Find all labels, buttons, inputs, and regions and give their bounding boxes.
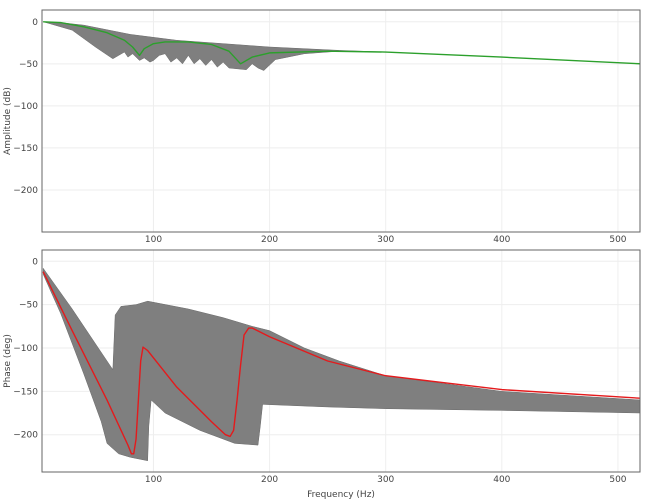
x-tick-label: 300: [377, 235, 394, 245]
phase-axis-label: Phase (deg): [3, 334, 13, 388]
y-tick-label: −150: [13, 387, 38, 397]
y-tick-label: −200: [13, 186, 38, 196]
x-tick-label: 400: [493, 475, 510, 485]
uncertainty-band: [43, 21, 640, 71]
x-tick-label: 200: [261, 235, 278, 245]
amplitude-plot: 100 200 300 400 500 0 −50 −100 −150 −200: [13, 9, 641, 245]
y-tick-label: −50: [19, 60, 38, 70]
y-tick-label: −200: [13, 431, 38, 441]
x-tick-label: 200: [261, 475, 278, 485]
x-tick-label: 500: [609, 475, 626, 485]
y-tick-label: 0: [32, 257, 38, 267]
response-line: [43, 21, 640, 65]
plot-frame: [41, 9, 641, 233]
x-tick-label: 100: [145, 475, 162, 485]
y-tick-label: 0: [32, 18, 38, 28]
y-tick-label: −100: [13, 344, 38, 354]
x-tick-label: 100: [145, 235, 162, 245]
y-tick-label: −100: [13, 102, 38, 112]
x-tick-label: 500: [609, 235, 626, 245]
x-tick-label: 300: [377, 475, 394, 485]
x-tick-label: 400: [493, 235, 510, 245]
y-tick-label: −50: [19, 301, 38, 311]
frequency-axis-label: Frequency (Hz): [307, 490, 375, 500]
response-line: [42, 271, 640, 455]
plot-frame: [41, 249, 641, 473]
amplitude-axis-label: Amplitude (dB): [3, 87, 13, 155]
y-tick-label: −150: [13, 144, 38, 154]
phase-plot: 100 200 300 400 500 0 −50 −100 −150 −200: [13, 249, 641, 485]
